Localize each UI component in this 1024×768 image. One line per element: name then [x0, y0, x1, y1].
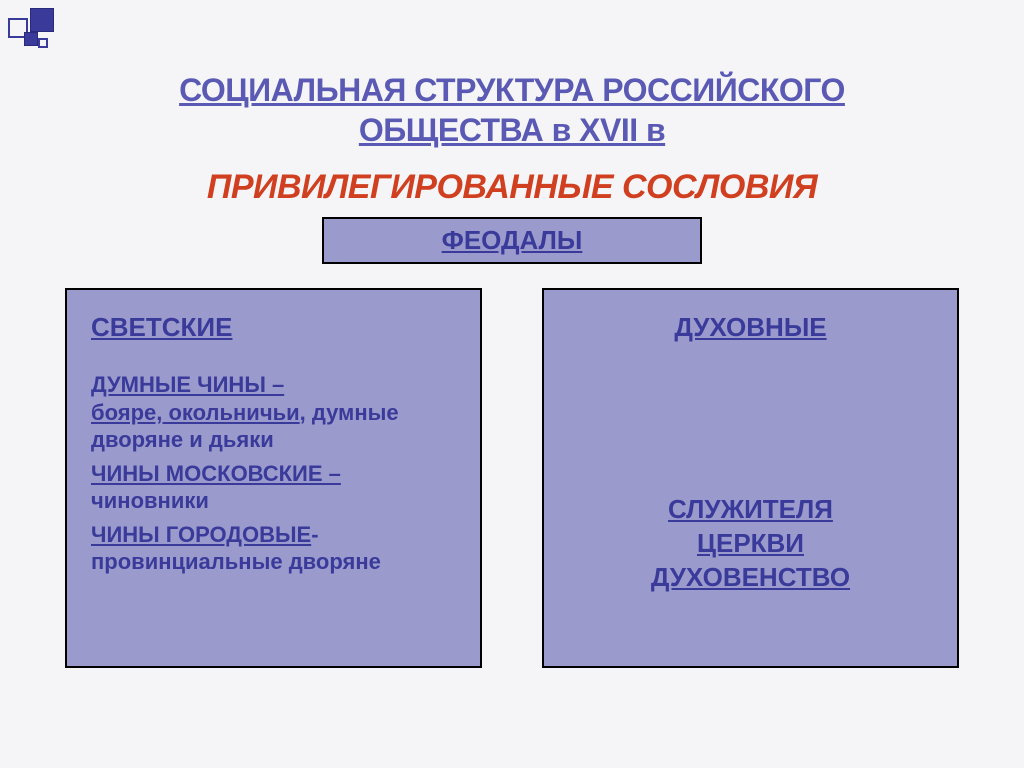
title-line-1: СОЦИАЛЬНАЯ СТРУКТУРА РОССИЙСКОГО	[179, 72, 845, 108]
left-item-2: ЧИНЫ МОСКОВСКИЕ – чиновники	[91, 460, 456, 515]
root-box: ФЕОДАЛЫ	[322, 217, 702, 264]
left-item-3-term: ЧИНЫ ГОРОДОВЫЕ	[91, 522, 311, 547]
root-box-label: ФЕОДАЛЫ	[442, 225, 583, 255]
right-body-l1: СЛУЖИТЕЛЯ	[668, 494, 833, 524]
right-panel: ДУХОВНЫЕ СЛУЖИТЕЛЯ ЦЕРКВИ ДУХОВЕНСТВО	[542, 288, 959, 668]
left-panel: СВЕТСКИЕ ДУМНЫЕ ЧИНЫ – бояре, окольничьи…	[65, 288, 482, 668]
left-heading: СВЕТСКИЕ	[91, 312, 456, 343]
left-item-2-term: ЧИНЫ МОСКОВСКИЕ –	[91, 461, 341, 486]
left-item-1-term2: бояре, окольничьи	[91, 400, 300, 425]
title-line-2: ОБЩЕСТВА в XVII в	[359, 112, 665, 148]
subtitle: ПРИВИЛЕГИРОВАННЫЕ СОСЛОВИЯ	[0, 168, 1024, 207]
right-body: СЛУЖИТЕЛЯ ЦЕРКВИ ДУХОВЕНСТВО	[568, 493, 933, 594]
left-item-1-term: ДУМНЫЕ ЧИНЫ –	[91, 372, 284, 397]
left-item-1: ДУМНЫЕ ЧИНЫ – бояре, окольничьи, думные …	[91, 371, 456, 454]
right-heading: ДУХОВНЫЕ	[568, 312, 933, 343]
columns: СВЕТСКИЕ ДУМНЫЕ ЧИНЫ – бояре, окольничьи…	[0, 264, 1024, 668]
right-body-l2: ЦЕРКВИ	[697, 528, 804, 558]
left-item-2-rest: чиновники	[91, 488, 209, 513]
right-body-l3: ДУХОВЕНСТВО	[651, 562, 850, 592]
corner-decoration	[8, 8, 68, 68]
left-item-3: ЧИНЫ ГОРОДОВЫЕ- провинциальные дворяне	[91, 521, 456, 576]
page-title: СОЦИАЛЬНАЯ СТРУКТУРА РОССИЙСКОГО ОБЩЕСТВ…	[0, 0, 1024, 150]
